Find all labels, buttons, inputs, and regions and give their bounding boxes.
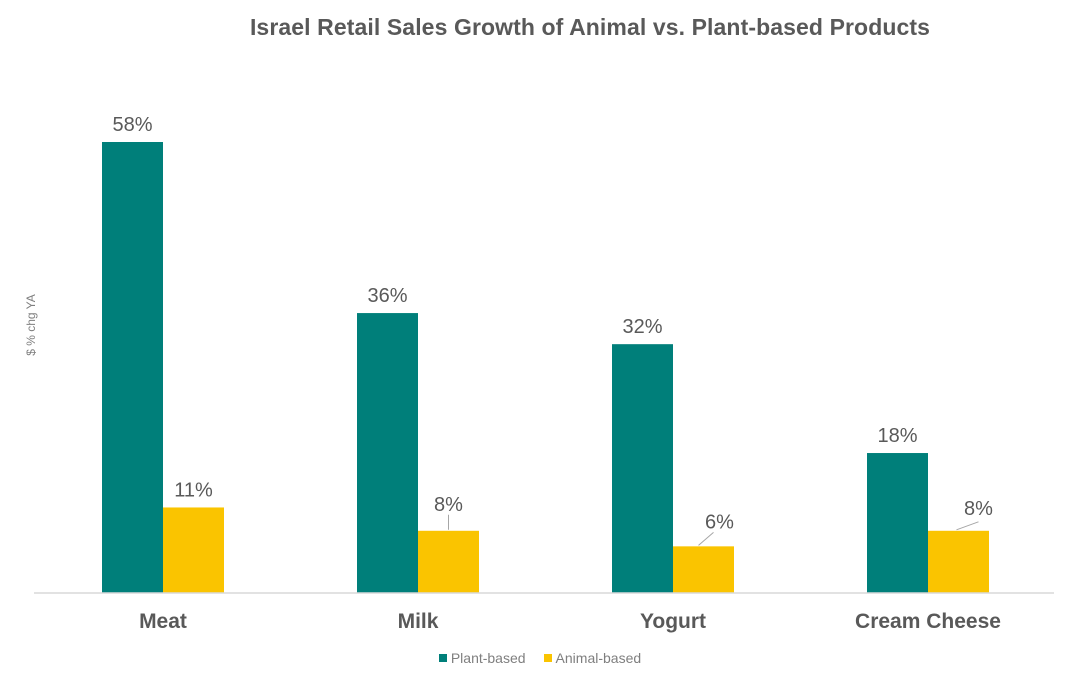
x-tick-label-milk: Milk [398, 610, 439, 633]
bar-plant-based-milk [357, 313, 418, 593]
data-label-plant-based-milk: 36% [367, 285, 407, 307]
data-label-plant-based-yogurt: 32% [622, 316, 662, 338]
bar-animal-based-yogurt [673, 546, 734, 593]
leader-line-animal-based-cream-cheese [956, 521, 979, 531]
legend-label-animal-based: Animal-based [555, 650, 642, 666]
data-label-animal-based-yogurt: 6% [705, 511, 734, 533]
x-tick-label-cream-cheese: Cream Cheese [855, 610, 1001, 633]
bars-group [102, 142, 989, 593]
legend-label-plant-based: Plant-based [450, 650, 526, 666]
data-label-plant-based-cream-cheese: 18% [877, 425, 917, 447]
bar-plant-based-cream-cheese [867, 453, 928, 593]
legend-item-plant-based[interactable]: Plant-based [438, 650, 526, 666]
bar-animal-based-meat [163, 507, 224, 593]
legend-swatch-animal-based [543, 654, 552, 662]
legend-item-animal-based[interactable]: Animal-based [543, 650, 642, 666]
data-label-animal-based-cream-cheese: 8% [964, 498, 993, 520]
x-tick-label-meat: Meat [139, 610, 187, 633]
leader-lines-group [448, 514, 979, 546]
bar-plant-based-yogurt [612, 344, 673, 593]
legend-swatch-plant-based [438, 654, 447, 662]
bar-animal-based-cream-cheese [928, 530, 989, 593]
bar-animal-based-milk [418, 530, 479, 593]
x-tick-label-yogurt: Yogurt [640, 610, 706, 633]
data-label-animal-based-meat: 11% [174, 479, 213, 501]
chart-title: Israel Retail Sales Growth of Animal vs.… [249, 14, 931, 40]
leader-line-animal-based-yogurt [698, 531, 714, 546]
x-tick-labels-group: Meat Milk Yogurt Cream Cheese [139, 610, 1001, 633]
data-label-plant-based-meat: 58% [112, 114, 152, 136]
bar-plant-based-meat [102, 142, 163, 593]
legend: Plant-based Animal-based [0, 650, 1080, 666]
data-labels-group: 58% 11% 36% 8% 32% 6% 18% 8% [112, 114, 993, 533]
data-label-animal-based-milk: 8% [434, 494, 463, 516]
